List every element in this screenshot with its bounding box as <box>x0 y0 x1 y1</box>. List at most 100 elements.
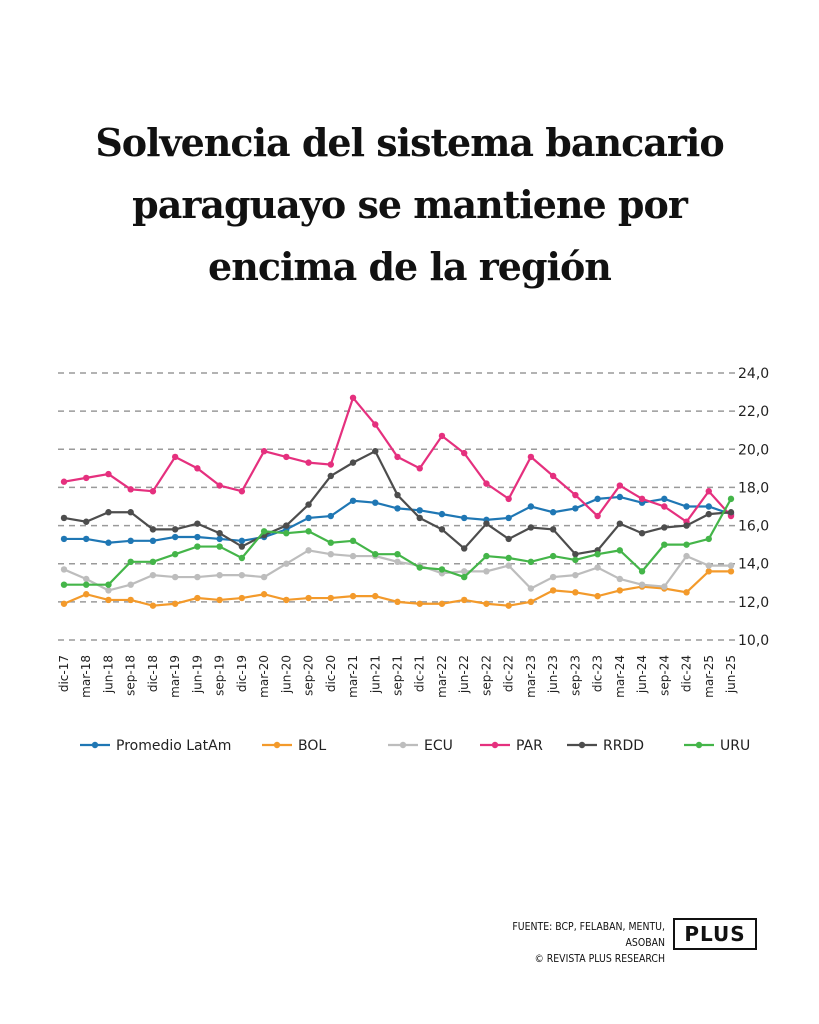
data-point <box>149 537 157 545</box>
data-point <box>394 491 401 499</box>
data-point <box>349 394 357 401</box>
data-point <box>83 474 90 482</box>
data-point <box>683 541 690 548</box>
data-point <box>127 537 134 545</box>
data-point <box>283 453 290 461</box>
y-tick-label: 20,0 <box>738 442 769 458</box>
x-tick-label: mar-18 <box>79 655 93 698</box>
data-point <box>60 514 68 522</box>
data-point <box>438 526 446 533</box>
legend-item: ECU <box>388 738 453 754</box>
x-tick-label: sep-19 <box>213 655 227 696</box>
data-point <box>349 552 357 560</box>
data-point <box>572 505 579 512</box>
x-tick-label: jun-23 <box>546 655 560 694</box>
y-tick-label: 14,0 <box>738 557 769 573</box>
title-line-2: paraguayo se mantiene por <box>132 182 688 227</box>
series-line <box>64 495 732 544</box>
x-tick-label: sep-22 <box>479 655 493 696</box>
data-point <box>549 552 557 560</box>
data-point <box>638 495 646 503</box>
data-point <box>372 592 379 600</box>
data-point <box>727 509 735 516</box>
data-point <box>105 596 112 604</box>
x-tick-label: mar-22 <box>435 655 449 698</box>
series-promedio-latam <box>60 493 735 546</box>
data-point <box>461 449 468 457</box>
data-point <box>327 461 334 468</box>
data-point <box>394 505 401 512</box>
legend-swatch-marker <box>91 741 99 749</box>
data-point <box>238 554 246 562</box>
x-tick-label: jun-18 <box>101 655 115 694</box>
legend-label: ECU <box>424 738 453 754</box>
data-point <box>594 550 601 558</box>
data-point <box>83 575 90 583</box>
x-tick-label: mar-21 <box>346 655 360 698</box>
data-point <box>238 571 246 579</box>
data-point <box>372 499 379 506</box>
data-point <box>438 566 446 573</box>
data-point <box>127 486 134 493</box>
data-point <box>616 547 624 554</box>
data-point <box>171 533 179 541</box>
data-point <box>661 583 668 590</box>
x-tick-label: sep-21 <box>391 655 405 696</box>
data-point <box>283 560 290 567</box>
x-tick-label: dic-18 <box>146 655 160 692</box>
y-tick-label: 24,0 <box>738 366 769 382</box>
source-line-2: © REVISTA PLUS RESEARCH <box>534 952 665 965</box>
y-tick-label: 18,0 <box>738 480 769 496</box>
data-point <box>83 518 90 525</box>
data-point <box>305 547 312 554</box>
legend-item: PAR <box>480 738 543 754</box>
data-point <box>505 562 512 569</box>
data-point <box>83 535 90 543</box>
data-point <box>283 530 290 537</box>
data-point <box>638 568 646 575</box>
data-point <box>327 594 334 602</box>
data-point <box>194 573 201 581</box>
data-point <box>394 550 401 558</box>
x-tick-label: dic-23 <box>591 655 605 692</box>
x-tick-label: jun-20 <box>279 655 293 694</box>
data-point <box>505 495 512 503</box>
data-point <box>127 558 134 566</box>
data-point <box>238 537 246 545</box>
data-point <box>705 488 712 495</box>
data-point <box>683 589 690 596</box>
data-point <box>394 453 401 461</box>
series-line <box>64 498 732 586</box>
data-point <box>549 472 557 480</box>
x-tick-label: dic-19 <box>235 655 249 692</box>
data-point <box>194 520 201 527</box>
source-line-1: FUENTE: BCP, FELABAN, MENTU, ASOBAN <box>512 920 665 949</box>
data-point <box>260 447 268 455</box>
data-point <box>194 465 201 472</box>
legend-item: Promedio LatAm <box>80 738 231 754</box>
data-point <box>616 575 624 583</box>
data-point <box>171 550 179 558</box>
x-tick-label: sep-23 <box>568 655 582 696</box>
data-point <box>461 573 468 581</box>
data-point <box>105 509 112 516</box>
x-tick-label: mar-24 <box>613 655 627 698</box>
data-point <box>105 581 112 588</box>
x-tick-label: mar-23 <box>524 655 538 698</box>
x-tick-label: dic-17 <box>57 655 71 692</box>
x-tick-label: dic-21 <box>413 655 427 692</box>
data-point <box>149 571 157 579</box>
data-point <box>461 568 468 575</box>
data-point <box>127 509 134 516</box>
data-point <box>216 596 223 604</box>
data-point <box>483 520 490 527</box>
series-rrdd <box>60 447 735 558</box>
data-point <box>638 530 646 537</box>
data-point <box>416 465 423 472</box>
data-point <box>527 558 535 566</box>
data-point <box>194 594 201 602</box>
data-point <box>171 453 179 461</box>
data-point <box>549 573 557 581</box>
data-point <box>683 503 690 510</box>
data-point <box>238 594 246 602</box>
